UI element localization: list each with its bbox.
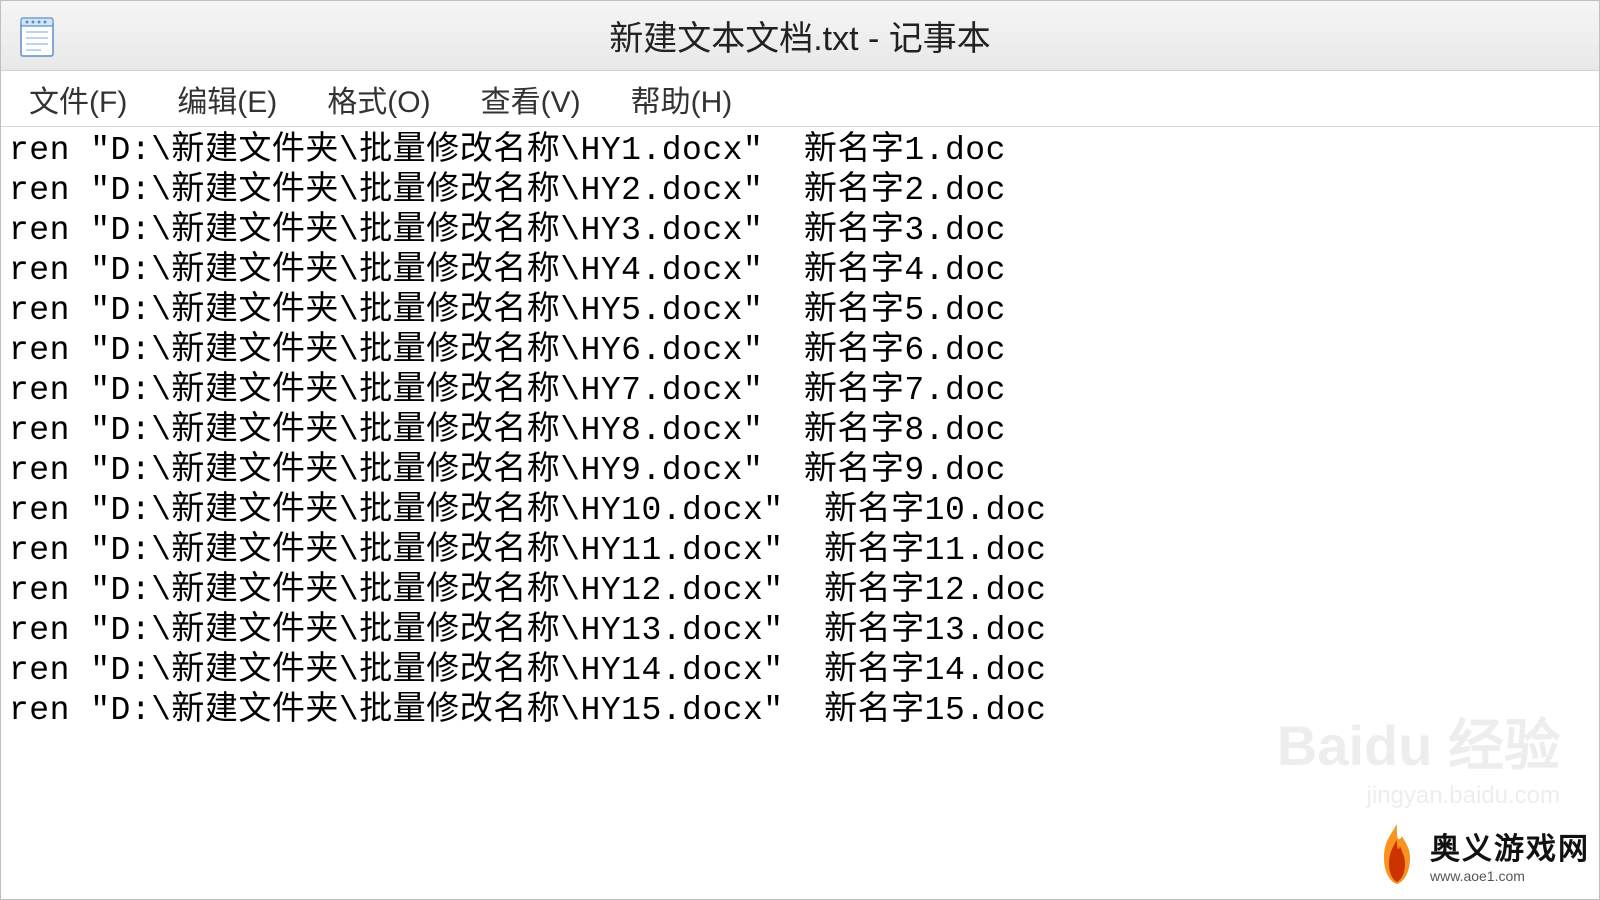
titlebar[interactable]: 新建文本文档.txt - 记事本 (1, 1, 1599, 71)
text-line: ren "D:\新建文件夹\批量修改名称\HY10.docx" 新名字10.do… (9, 491, 1591, 531)
text-line: ren "D:\新建文件夹\批量修改名称\HY8.docx" 新名字8.doc (9, 411, 1591, 451)
text-line: ren "D:\新建文件夹\批量修改名称\HY4.docx" 新名字4.doc (9, 251, 1591, 291)
menubar: 文件(F) 编辑(E) 格式(O) 查看(V) 帮助(H) (1, 71, 1599, 127)
window-title: 新建文本文档.txt - 记事本 (609, 11, 991, 60)
notepad-icon (17, 14, 57, 58)
text-line: ren "D:\新建文件夹\批量修改名称\HY13.docx" 新名字13.do… (9, 611, 1591, 651)
text-line: ren "D:\新建文件夹\批量修改名称\HY15.docx" 新名字15.do… (9, 691, 1591, 731)
text-line: ren "D:\新建文件夹\批量修改名称\HY2.docx" 新名字2.doc (9, 171, 1591, 211)
text-line: ren "D:\新建文件夹\批量修改名称\HY11.docx" 新名字11.do… (9, 531, 1591, 571)
menu-help[interactable]: 帮助(H) (623, 73, 741, 125)
notepad-window: 新建文本文档.txt - 记事本 文件(F) 编辑(E) 格式(O) 查看(V)… (0, 0, 1600, 900)
text-line: ren "D:\新建文件夹\批量修改名称\HY6.docx" 新名字6.doc (9, 331, 1591, 371)
menu-format[interactable]: 格式(O) (319, 73, 438, 125)
text-line: ren "D:\新建文件夹\批量修改名称\HY7.docx" 新名字7.doc (9, 371, 1591, 411)
menu-file[interactable]: 文件(F) (21, 73, 135, 125)
text-line: ren "D:\新建文件夹\批量修改名称\HY1.docx" 新名字1.doc (9, 131, 1591, 171)
text-line: ren "D:\新建文件夹\批量修改名称\HY14.docx" 新名字14.do… (9, 651, 1591, 691)
text-line: ren "D:\新建文件夹\批量修改名称\HY9.docx" 新名字9.doc (9, 451, 1591, 491)
text-line: ren "D:\新建文件夹\批量修改名称\HY3.docx" 新名字3.doc (9, 211, 1591, 251)
menu-edit[interactable]: 编辑(E) (169, 73, 285, 125)
text-line: ren "D:\新建文件夹\批量修改名称\HY5.docx" 新名字5.doc (9, 291, 1591, 331)
text-line: ren "D:\新建文件夹\批量修改名称\HY12.docx" 新名字12.do… (9, 571, 1591, 611)
menu-view[interactable]: 查看(V) (473, 73, 589, 125)
text-editor-area[interactable]: ren "D:\新建文件夹\批量修改名称\HY1.docx" 新名字1.doc … (1, 127, 1599, 899)
